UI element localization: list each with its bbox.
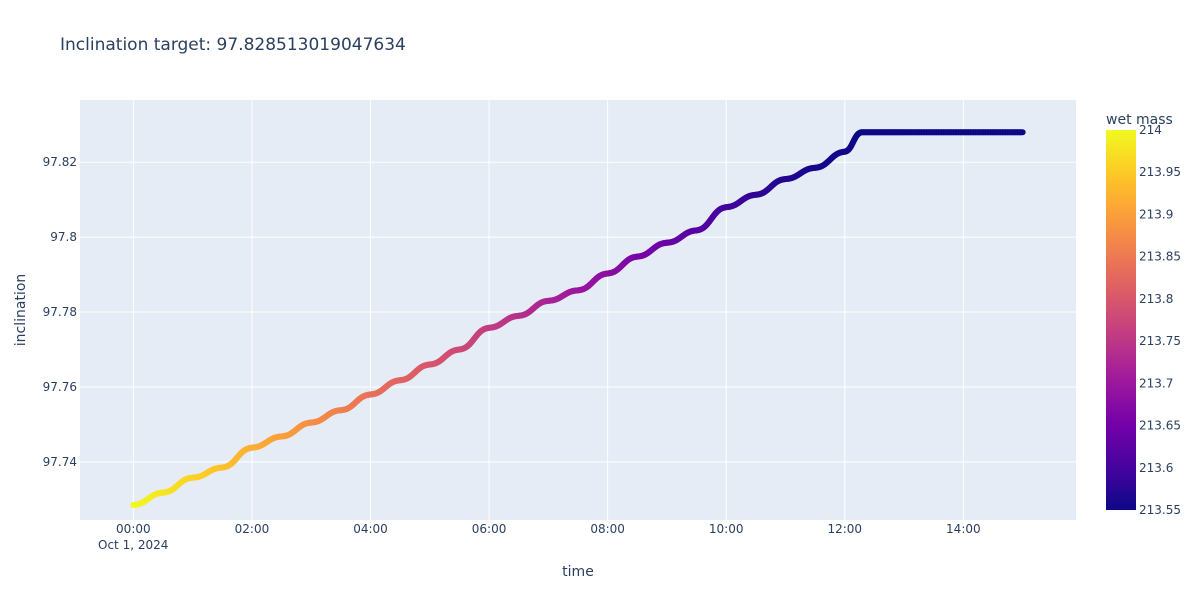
colorbar-tick-label: 213.9 xyxy=(1139,207,1173,221)
x-axis-title: time xyxy=(562,564,594,580)
chart-title: Inclination target: 97.828513019047634 xyxy=(60,35,406,55)
x-tick-label: 00:00 xyxy=(116,522,151,536)
y-tick-label: 97.82 xyxy=(43,155,77,169)
colorbar-tick-label: 213.85 xyxy=(1139,250,1181,264)
x-tick-label: 06:00 xyxy=(472,522,507,536)
x-axis-ticks: 00:00 02:00 04:00 06:00 08:00 10:00 12:00 14:00 xyxy=(116,522,981,536)
y-tick-label: 97.74 xyxy=(43,455,77,469)
x-tick-label: 08:00 xyxy=(590,522,625,536)
colorbar-title: wet mass xyxy=(1106,112,1173,128)
y-gridlines xyxy=(80,161,1076,463)
x-gridlines xyxy=(132,100,964,520)
x-tick-label: 02:00 xyxy=(235,522,270,536)
colorbar-tick-label: 213.65 xyxy=(1139,419,1181,433)
colorbar-tick-label: 213.6 xyxy=(1139,461,1173,475)
colorbar-tick-label: 213.7 xyxy=(1139,376,1173,390)
x-tick-label: 10:00 xyxy=(709,522,744,536)
y-tick-label: 97.78 xyxy=(43,305,77,319)
x-tick-label: 12:00 xyxy=(827,522,862,536)
colorbar xyxy=(1106,130,1136,510)
x-tick-label: 14:00 xyxy=(946,522,981,536)
y-axis-title: inclination xyxy=(13,274,29,347)
colorbar-ticks: 214 213.95 213.9 213.85 213.8 213.75 213.7 213.… xyxy=(1139,123,1181,517)
x-date-label: Oct 1, 2024 xyxy=(98,538,168,552)
plot-area xyxy=(80,100,1076,520)
colorbar-tick-label: 214 xyxy=(1139,123,1162,137)
x-tick-label: 04:00 xyxy=(353,522,388,536)
colorbar-tick-label: 213.55 xyxy=(1139,503,1181,517)
y-tick-label: 97.8 xyxy=(50,230,77,244)
colorbar-tick-label: 213.75 xyxy=(1139,334,1181,348)
colorbar-tick-label: 213.95 xyxy=(1139,165,1181,179)
inclination-curve xyxy=(130,129,1026,509)
colorbar-tick-label: 213.8 xyxy=(1139,292,1173,306)
y-tick-label: 97.76 xyxy=(43,380,77,394)
y-axis-ticks: 97.74 97.76 97.78 97.8 97.82 xyxy=(43,155,77,469)
